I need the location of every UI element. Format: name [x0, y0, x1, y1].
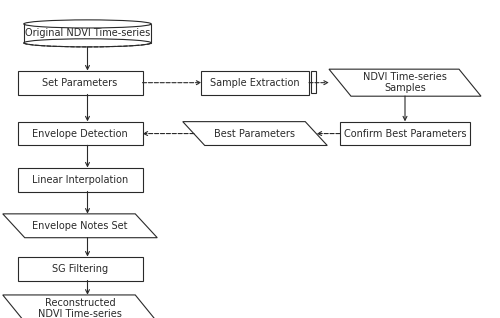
Text: Original NDVI Time-series: Original NDVI Time-series — [25, 28, 150, 38]
Bar — [18, 71, 142, 94]
Text: Envelope Detection: Envelope Detection — [32, 128, 128, 139]
Bar — [18, 168, 142, 191]
Text: Reconstructed
NDVI Time-series: Reconstructed NDVI Time-series — [38, 298, 122, 318]
Polygon shape — [329, 69, 481, 96]
Ellipse shape — [24, 39, 151, 47]
Ellipse shape — [24, 20, 151, 28]
Text: Linear Interpolation: Linear Interpolation — [32, 175, 128, 185]
Polygon shape — [183, 122, 328, 146]
Text: Envelope Notes Set: Envelope Notes Set — [32, 221, 128, 231]
Bar — [311, 71, 316, 93]
Text: Best Parameters: Best Parameters — [214, 128, 296, 139]
Bar — [24, 24, 151, 43]
Bar — [340, 122, 470, 146]
Text: Set Parameters: Set Parameters — [42, 78, 117, 88]
Polygon shape — [2, 295, 157, 318]
Text: Confirm Best Parameters: Confirm Best Parameters — [344, 128, 466, 139]
Text: NDVI Time-series
Samples: NDVI Time-series Samples — [363, 72, 447, 93]
Bar — [18, 257, 142, 281]
Bar — [201, 71, 309, 94]
Bar — [18, 122, 142, 146]
Text: SG Filtering: SG Filtering — [52, 264, 108, 274]
Polygon shape — [2, 214, 157, 238]
Text: Sample Extraction: Sample Extraction — [210, 78, 300, 88]
